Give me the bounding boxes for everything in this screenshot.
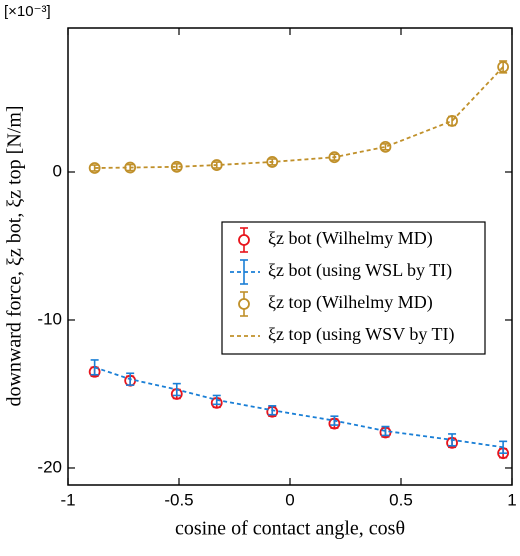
data-point	[497, 61, 510, 73]
series-line	[94, 66, 504, 169]
legend: ξz bot (Wilhelmy MD) ξz bot (using WSL by…	[221, 221, 486, 355]
x-tick-label: -0.5	[164, 490, 193, 509]
error-bar	[126, 372, 135, 386]
error-bar	[381, 425, 390, 437]
error-bar	[268, 405, 277, 416]
error-bar	[499, 440, 508, 454]
error-bar	[448, 433, 457, 447]
x-tick-label: -1	[60, 490, 75, 509]
legend-label: ξz bot (using WSL by TI)	[268, 260, 452, 281]
legend-swatch	[238, 234, 250, 246]
data-point	[379, 140, 392, 153]
error-bar	[499, 60, 508, 74]
legend-label: ξz bot (Wilhelmy MD)	[268, 228, 433, 249]
error-bar	[90, 359, 99, 376]
y-axis-label: downward force, ξz bot, ξz top [N/m]	[4, 105, 26, 406]
x-tick-label: 0.5	[389, 490, 413, 509]
data-point	[88, 162, 101, 174]
error-bar	[381, 143, 390, 151]
y-tick-label: -20	[37, 457, 62, 476]
y-tick-label: 0	[53, 161, 62, 180]
error-bar	[172, 382, 181, 397]
x-axis-label: cosine of contact angle, cosθ	[175, 518, 405, 540]
x-tick-label: 1	[507, 490, 516, 509]
legend-label: ξz top (Wilhelmy MD)	[268, 292, 433, 313]
x-tick-label: 0	[285, 490, 294, 509]
legend-box	[221, 221, 486, 355]
series-line	[94, 366, 504, 449]
legend-swatch	[238, 298, 250, 310]
data-point	[446, 115, 458, 127]
legend-label: ξz top (using WSV by TI)	[268, 324, 455, 345]
scale-label: [×10⁻³]	[4, 3, 51, 20]
error-bar	[212, 394, 221, 406]
y-tick-label: -10	[37, 309, 62, 328]
data-point	[328, 151, 341, 164]
error-bar	[172, 163, 181, 171]
error-bar	[330, 415, 339, 426]
